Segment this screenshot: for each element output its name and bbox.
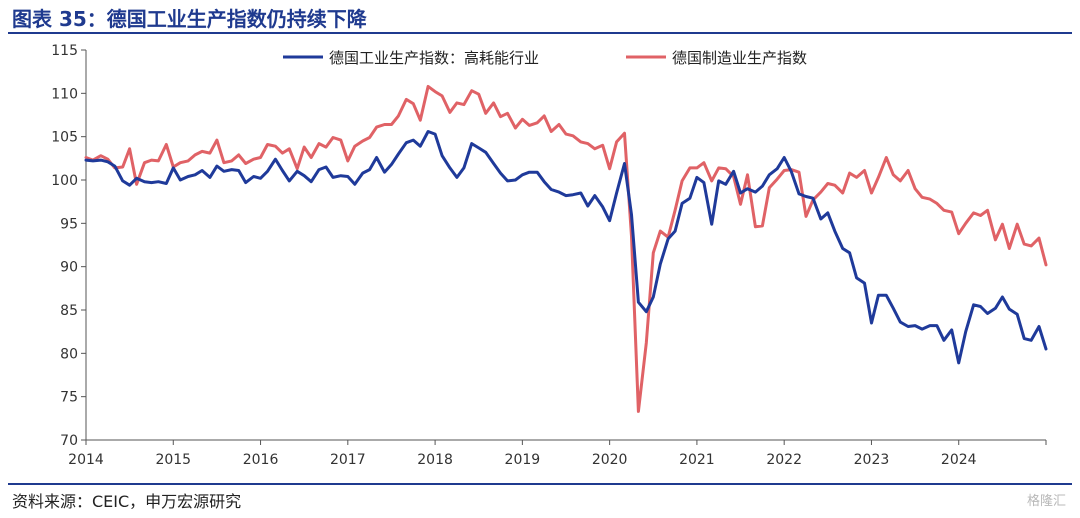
- x-tick-label: 2017: [330, 452, 366, 468]
- y-tick-label: 75: [60, 390, 78, 406]
- y-tick-label: 90: [60, 260, 78, 276]
- x-tick-label: 2023: [854, 452, 890, 468]
- x-tick-label: 2014: [68, 452, 104, 468]
- footer-rule: [8, 483, 1072, 485]
- y-tick-label: 110: [51, 86, 78, 102]
- x-tick-label: 2016: [243, 452, 279, 468]
- watermark: 格隆汇: [1026, 494, 1066, 509]
- x-tick-label: 2020: [592, 452, 628, 468]
- y-tick-label: 115: [51, 43, 78, 59]
- title-rule: [8, 32, 1072, 34]
- x-tick-label: 2024: [941, 452, 977, 468]
- source-note: 资料来源：CEIC，申万宏源研究: [12, 492, 242, 511]
- series-lines: [84, 84, 1048, 413]
- legend-item-manufacturing: 德国制造业生产指数: [672, 49, 807, 67]
- y-tick-label: 105: [51, 130, 78, 146]
- x-tick-label: 2022: [766, 452, 802, 468]
- series-line-energy-intensive: [84, 130, 1048, 365]
- x-tick-label: 2018: [417, 452, 453, 468]
- x-tick-label: 2021: [679, 452, 715, 468]
- x-tick-label: 2019: [505, 452, 541, 468]
- y-tick-label: 70: [60, 433, 78, 449]
- legend-item-energy-intensive: 德国工业生产指数：高耗能行业: [329, 49, 539, 67]
- y-tick-label: 80: [60, 346, 78, 362]
- x-tick-label: 2015: [155, 452, 191, 468]
- legend: 德国工业生产指数：高耗能行业 德国制造业生产指数: [283, 49, 807, 67]
- series-line-manufacturing: [84, 84, 1048, 413]
- y-tick-label: 85: [60, 303, 78, 319]
- axes: 70 75 80 85 90 95 100 105 110 115 2014 2015 2016 2017…: [51, 43, 1047, 468]
- y-tick-label: 95: [60, 216, 78, 232]
- chart-title: 图表 35：德国工业生产指数仍持续下降: [12, 7, 367, 31]
- y-tick-label: 100: [51, 173, 78, 189]
